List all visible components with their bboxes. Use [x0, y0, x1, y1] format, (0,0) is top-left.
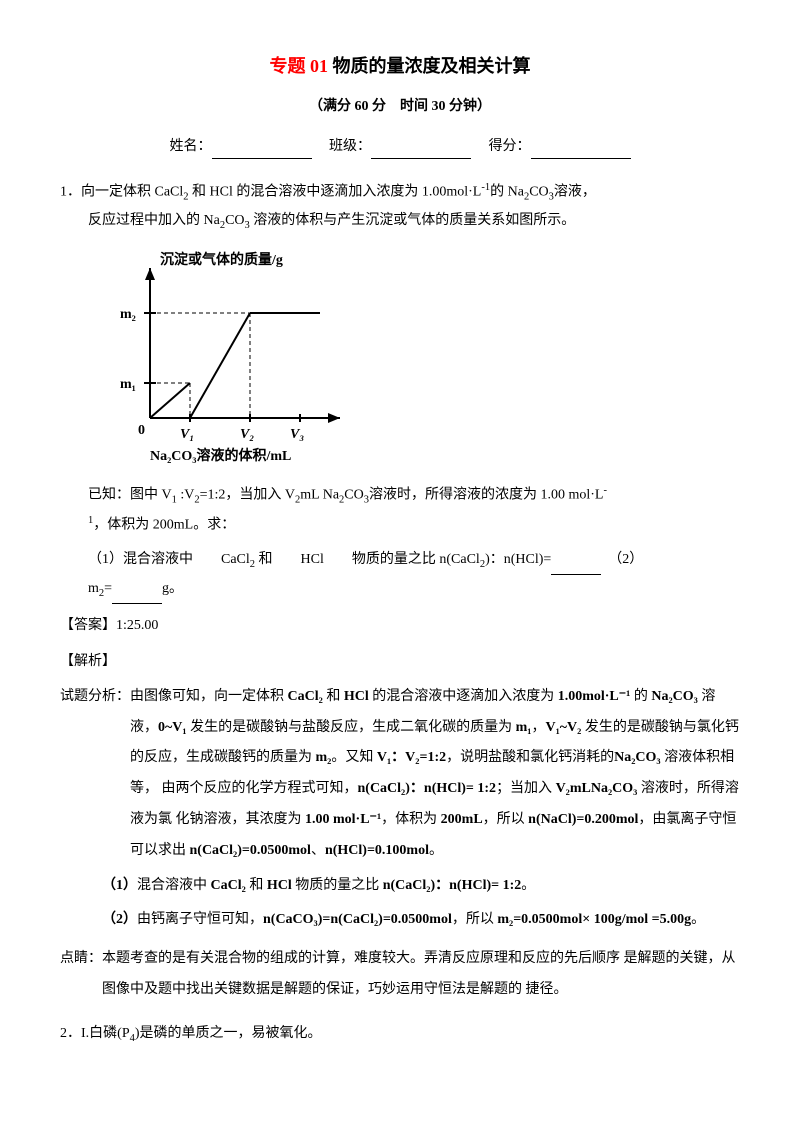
title-red: 专题 01 [270, 56, 329, 76]
q1-line2: 反应过程中加入的 Na2CO3 溶液的体积与产生沉淀或气体的质量关系如图所示。 [60, 207, 740, 236]
m2-label: m₂ [120, 307, 136, 322]
score-label: 得分： [489, 139, 531, 154]
subtitle: （满分 60 分 时间 30 分钟） [60, 94, 740, 119]
y-axis-arrow [145, 268, 155, 280]
analysis-sub2: （2）由钙离子守恒可知，n(CaCO₃)=n(CaCl₂)=0.0500mol，… [60, 905, 740, 936]
class-label: 班级： [329, 139, 371, 154]
q2-number: 2． [60, 1026, 81, 1041]
chart: 沉淀或气体的质量/g m₁ m₂ 0 V₁ V₂ V₃ [100, 248, 740, 468]
q1-sub1-blank [551, 558, 601, 575]
analysis-body: 试题分析：由图像可知，向一定体积 CaCl₂ 和 HCl 的混合溶液中逐滴加入浓… [60, 682, 740, 867]
name-label: 姓名： [170, 139, 212, 154]
question-2: 2．I.白磷(P4)是磷的单质之一，易被氧化。 [60, 1020, 740, 1049]
answer-label: 【答案】 [60, 618, 116, 633]
q1-number: 1． [60, 184, 81, 199]
v2-label: V₂ [240, 427, 254, 442]
class-blank [371, 142, 471, 159]
m1-label: m₁ [120, 377, 136, 392]
analysis-sub1: （1）混合溶液中 CaCl₂ 和 HCl 物质的量之比 n(CaCl₂)：n(H… [60, 871, 740, 902]
v3-label: V₃ [290, 427, 304, 442]
q1-sub2-blank [112, 587, 162, 604]
v1-label: V₁ [180, 427, 194, 442]
info-line: 姓名： 班级： 得分： [60, 134, 740, 159]
answer-value: 1:25.00 [116, 618, 158, 633]
chart-svg: 沉淀或气体的质量/g m₁ m₂ 0 V₁ V₂ V₃ [100, 248, 380, 468]
origin-label: 0 [138, 423, 145, 438]
question-1: 1．向一定体积 CaCl2 和 HCl 的混合溶液中逐滴加入浓度为 1.00mo… [60, 177, 740, 236]
q1-known: 已知：图中 V1 :V2=1:2，当加入 V2mL Na2CO3溶液时，所得溶液… [60, 480, 740, 540]
q1-sub1: （1）混合溶液中 CaCl2 和 HCl 物质的量之比 n(CaCl2)：n(H… [60, 546, 740, 604]
curve-seg2 [190, 313, 250, 418]
analysis-label: 【解析】 [60, 648, 740, 676]
tips: 点睛：本题考查的是有关混合物的组成的计算，难度较大。弄清反应原理和反应的先后顺序… [60, 944, 740, 1006]
answer: 【答案】1:25.00 [60, 612, 740, 640]
name-blank [212, 142, 312, 159]
x-axis-label: Na₂CO₃溶液的体积/mL [150, 447, 291, 464]
x-axis-arrow [328, 413, 340, 423]
title-black: 物质的量浓度及相关计算 [333, 56, 531, 76]
y-axis-label: 沉淀或气体的质量/g [160, 251, 283, 268]
score-blank [531, 142, 631, 159]
curve-seg1 [150, 383, 190, 418]
page-title: 专题 01 物质的量浓度及相关计算 [60, 50, 740, 82]
